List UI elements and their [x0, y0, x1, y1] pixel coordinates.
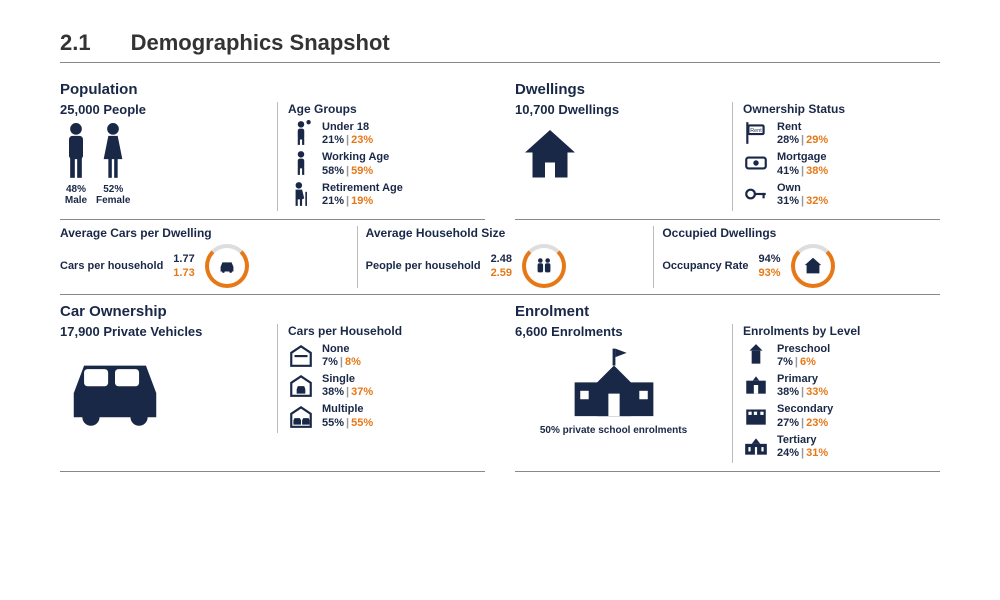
age-working: Working Age58%|59%	[288, 150, 485, 176]
child-icon	[288, 120, 314, 146]
dwellings-heading: Dwellings	[515, 81, 940, 98]
car-ring-icon	[205, 244, 249, 288]
own-own: Own31%|32%	[743, 181, 940, 207]
cars-multiple: Multiple55%|55%	[288, 402, 485, 428]
enrolment-heading: Enrolment	[515, 303, 940, 320]
lvl-secondary: Secondary27%|23%	[743, 402, 940, 428]
car-icon	[60, 345, 170, 425]
elderly-icon	[288, 181, 314, 207]
car-panel: Car Ownership 17,900 Private Vehicles Ca…	[60, 295, 485, 472]
house-ring-icon	[791, 244, 835, 288]
cars-none: None7%|8%	[288, 342, 485, 368]
age-retirement: Retirement Age21%|19%	[288, 181, 485, 207]
section-header: 2.1 Demographics Snapshot	[60, 30, 940, 63]
garage-multi-icon	[288, 403, 314, 429]
key-icon	[743, 181, 769, 207]
svg-text:Rent: Rent	[750, 128, 762, 134]
primary-icon	[743, 372, 769, 398]
age-heading: Age Groups	[288, 102, 485, 116]
occupied-panel: Occupied Dwellings Occupancy Rate 94%93%	[653, 226, 940, 288]
garage-one-icon	[288, 372, 314, 398]
garage-empty-icon	[288, 342, 314, 368]
adult-icon	[288, 150, 314, 176]
house-icon	[515, 125, 585, 185]
population-panel: Population 25,000 People 48%Male 52%Fema…	[60, 73, 485, 220]
car-heading: Car Ownership	[60, 303, 485, 320]
enrolment-total: 6,600 Enrolments	[515, 324, 712, 339]
enrol-level-heading: Enrolments by Level	[743, 324, 940, 338]
preschool-icon	[743, 342, 769, 368]
population-heading: Population	[60, 81, 485, 98]
section-title: Demographics Snapshot	[131, 30, 390, 56]
avg-household-panel: Average Household Size People per househ…	[357, 226, 644, 288]
secondary-icon	[743, 403, 769, 429]
dwellings-panel: Dwellings 10,700 Dwellings Ownership Sta…	[515, 73, 940, 220]
enrolment-note: 50% private school enrolments	[515, 425, 712, 436]
section-number: 2.1	[60, 30, 91, 56]
avg-cars-panel: Average Cars per Dwelling Cars per house…	[60, 226, 347, 288]
own-mortgage: Mortgage41%|38%	[743, 150, 940, 176]
cars-per-heading: Cars per Household	[288, 324, 485, 338]
money-icon	[743, 150, 769, 176]
male-icon	[60, 123, 92, 179]
car-total: 17,900 Private Vehicles	[60, 324, 257, 339]
school-icon	[569, 343, 659, 423]
lvl-preschool: Preschool7%|6%	[743, 342, 940, 368]
lvl-tertiary: Tertiary24%|31%	[743, 433, 940, 459]
female-icon	[97, 123, 129, 179]
tertiary-icon	[743, 433, 769, 459]
population-total: 25,000 People	[60, 102, 257, 117]
lvl-primary: Primary38%|33%	[743, 372, 940, 398]
ownership-heading: Ownership Status	[743, 102, 940, 116]
age-under18: Under 1821%|23%	[288, 120, 485, 146]
rent-sign-icon: Rent	[743, 120, 769, 146]
enrolment-panel: Enrolment 6,600 Enrolments 50% private s…	[515, 295, 940, 472]
family-ring-icon	[522, 244, 566, 288]
dwellings-total: 10,700 Dwellings	[515, 102, 712, 117]
own-rent: Rent Rent28%|29%	[743, 120, 940, 146]
cars-single: Single38%|37%	[288, 372, 485, 398]
